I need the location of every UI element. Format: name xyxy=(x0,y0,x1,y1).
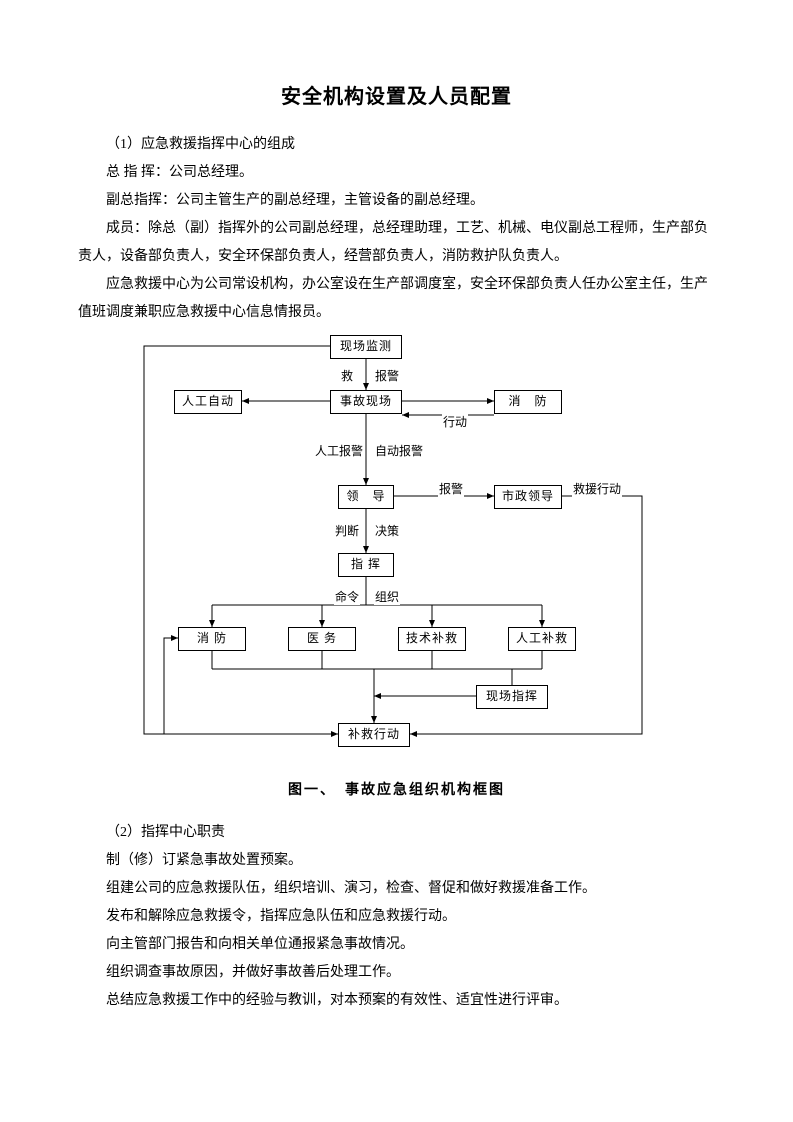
edge-label-auto-alarm: 自动报警 xyxy=(374,442,424,459)
edge-label-organize: 组织 xyxy=(374,588,400,605)
para-commander: 总 指 挥：公司总经理。 xyxy=(78,159,715,187)
node-tech-rescue: 技术补救 xyxy=(398,627,466,651)
node-accident-site: 事故现场 xyxy=(330,390,402,414)
edge-label-decide: 决策 xyxy=(374,522,400,539)
duty-list: 制（修）订紧急事故处置预案。 组建公司的应急救援队伍，组织培训、演习，检查、督促… xyxy=(78,847,715,1015)
section2-heading: （2）指挥中心职责 xyxy=(78,819,715,847)
edge-label-rescue: 救 xyxy=(340,367,354,384)
para-members: 成员：除总（副）指挥外的公司副总经理，总经理助理，工艺、机械、电仪副总工程师，生… xyxy=(78,215,715,271)
node-city-leader: 市政领导 xyxy=(494,485,562,509)
list-item: 组织调查事故原因，并做好事故善后处理工作。 xyxy=(78,959,715,987)
edge-label-rescue-op: 救援行动 xyxy=(572,480,622,497)
section1-heading: （1）应急救援指挥中心的组成 xyxy=(78,131,715,159)
node-leader: 领 导 xyxy=(338,485,394,509)
list-item: 向主管部门报告和向相关单位通报紧急事故情况。 xyxy=(78,931,715,959)
node-manual-auto: 人工自动 xyxy=(174,390,242,414)
para-office: 应急救援中心为公司常设机构，办公室设在生产部调度室，安全环保部负责人任办公室主任… xyxy=(78,271,715,327)
node-manual-rescue: 人工补救 xyxy=(508,627,576,651)
list-item: 发布和解除应急救援令，指挥应急队伍和应急救援行动。 xyxy=(78,903,715,931)
flowchart: 现场监测 人工自动 事故现场 消 防 领 导 市政领导 指 挥 消 防 医 务 … xyxy=(78,335,715,765)
node-fire-1: 消 防 xyxy=(494,390,562,414)
list-item: 组建公司的应急救援队伍，组织培训、演习，检查、督促和做好救援准备工作。 xyxy=(78,875,715,903)
para-deputy: 副总指挥：公司主管生产的副总经理，主管设备的副总经理。 xyxy=(78,187,715,215)
page-title: 安全机构设置及人员配置 xyxy=(78,80,715,109)
edge-label-alarm: 报警 xyxy=(374,367,400,384)
list-item: 制（修）订紧急事故处置预案。 xyxy=(78,847,715,875)
figure-caption: 图一、 事故应急组织机构框图 xyxy=(78,779,715,799)
node-site-command: 现场指挥 xyxy=(476,685,548,709)
edge-label-alarm-2: 报警 xyxy=(438,480,464,497)
document-page: 安全机构设置及人员配置 （1）应急救援指挥中心的组成 总 指 挥：公司总经理。 … xyxy=(0,0,793,1122)
edge-label-judge: 判断 xyxy=(334,522,360,539)
node-medical: 医 务 xyxy=(288,627,356,651)
node-rescue-action: 补救行动 xyxy=(338,723,410,747)
edge-label-manual-alarm: 人工报警 xyxy=(314,442,364,459)
edge-label-order: 命令 xyxy=(334,588,360,605)
list-item: 总结应急救援工作中的经验与教训，对本预案的有效性、适宜性进行评审。 xyxy=(78,987,715,1015)
edge-label-action: 行动 xyxy=(442,413,468,430)
node-site-monitor: 现场监测 xyxy=(330,335,402,359)
node-command: 指 挥 xyxy=(338,553,394,577)
node-fire-2: 消 防 xyxy=(178,627,246,651)
